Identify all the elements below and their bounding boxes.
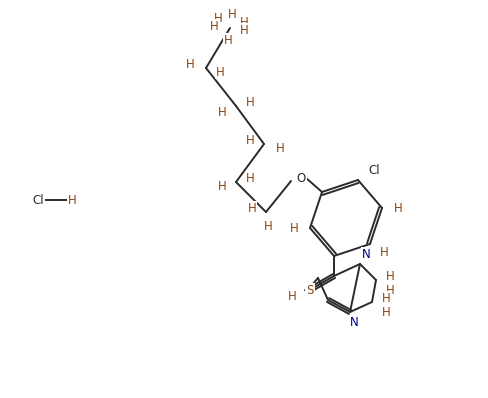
Text: H: H	[289, 222, 298, 234]
Text: S: S	[306, 283, 314, 297]
Text: H: H	[386, 269, 394, 283]
Text: H: H	[394, 201, 403, 215]
Text: H: H	[218, 179, 226, 193]
Text: H: H	[287, 289, 296, 302]
Text: H: H	[240, 23, 248, 37]
Text: H: H	[216, 66, 224, 78]
Text: H: H	[245, 133, 254, 146]
Text: H: H	[276, 142, 285, 154]
Text: H: H	[245, 96, 254, 109]
Text: O: O	[296, 172, 305, 185]
Text: H: H	[227, 8, 236, 21]
Text: H: H	[247, 201, 256, 215]
Text: H: H	[224, 33, 232, 47]
Text: N: N	[362, 248, 370, 261]
Text: H: H	[382, 291, 390, 304]
Text: H: H	[68, 193, 77, 207]
Text: H: H	[185, 57, 194, 70]
Text: H: H	[380, 246, 388, 258]
Text: H: H	[382, 306, 390, 318]
Text: Cl: Cl	[32, 193, 44, 207]
Text: H: H	[210, 20, 218, 33]
Text: H: H	[218, 105, 226, 119]
Text: N: N	[349, 316, 358, 328]
Text: Cl: Cl	[368, 164, 380, 176]
Text: H: H	[214, 12, 223, 25]
Text: H: H	[245, 172, 254, 185]
Text: H: H	[386, 283, 394, 297]
Text: H: H	[240, 16, 248, 29]
Text: H: H	[264, 220, 272, 232]
